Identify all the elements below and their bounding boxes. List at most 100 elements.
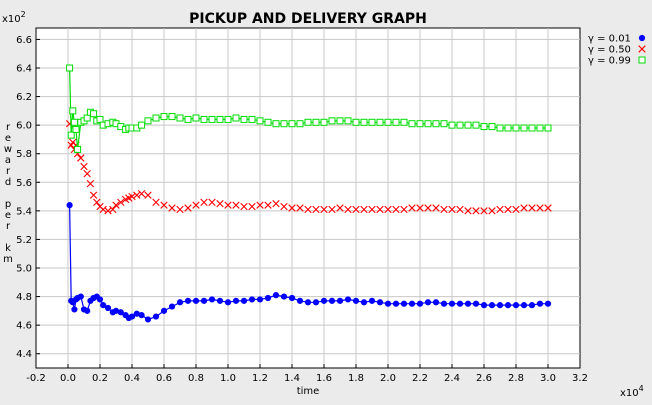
data-point xyxy=(344,117,352,125)
data-point xyxy=(133,191,141,199)
data-point xyxy=(440,205,448,214)
data-point xyxy=(208,115,216,123)
data-point xyxy=(280,120,288,128)
data-point xyxy=(472,121,480,129)
data-point xyxy=(536,204,544,212)
data-point xyxy=(152,313,160,320)
data-point xyxy=(83,170,91,178)
data-point xyxy=(328,297,336,304)
data-point xyxy=(512,124,520,132)
data-point xyxy=(368,205,376,214)
data-point xyxy=(544,124,552,132)
data-point xyxy=(128,313,136,320)
data-point xyxy=(176,205,184,214)
data-point xyxy=(464,121,472,129)
data-point xyxy=(272,292,280,299)
x-axis: -0.2 0.0 0.2 0.4 0.6 0.8 1.0 1.2 1.4 1.6 1.8 2.0 2.2… xyxy=(26,364,588,384)
data-point xyxy=(320,118,328,126)
data-point xyxy=(336,117,344,125)
data-point xyxy=(416,204,424,212)
data-point xyxy=(528,204,536,212)
data-point xyxy=(184,297,192,304)
data-point xyxy=(200,297,208,304)
data-point xyxy=(96,115,104,123)
data-point xyxy=(232,114,240,122)
y-axis: 4.4 4.6 4.8 5.0 5.2 5.4 5.6 5.8 6.0 6.2 6.4 6.6 xyxy=(16,35,40,360)
x-tick-label: 1.4 xyxy=(284,373,300,384)
data-point xyxy=(368,118,376,126)
data-point xyxy=(304,205,312,214)
data-point xyxy=(416,120,424,128)
data-point xyxy=(288,294,296,302)
data-point xyxy=(472,300,480,307)
data-point xyxy=(216,115,224,123)
data-point xyxy=(144,191,152,199)
data-point xyxy=(128,192,136,201)
data-point xyxy=(392,118,400,126)
data-point xyxy=(456,205,464,214)
data-point xyxy=(448,121,456,129)
data-point xyxy=(352,297,360,304)
series-1 xyxy=(66,202,552,323)
x-tick-label: 2.4 xyxy=(444,373,460,384)
data-point xyxy=(144,117,152,125)
x-tick-label: 0.2 xyxy=(92,373,108,384)
data-point xyxy=(360,299,368,306)
data-point xyxy=(520,204,528,212)
legend-label: γ = 0.50 xyxy=(588,45,631,56)
data-point xyxy=(138,312,145,319)
legend-marker xyxy=(638,56,646,64)
data-point xyxy=(360,205,368,214)
data-point xyxy=(320,297,328,304)
data-point xyxy=(152,114,160,122)
data-point xyxy=(328,205,336,214)
plot-area xyxy=(35,27,581,369)
data-point xyxy=(296,297,304,304)
data-point xyxy=(216,297,224,304)
data-point xyxy=(104,207,112,215)
data-point xyxy=(232,201,240,209)
data-point xyxy=(496,124,504,132)
data-point xyxy=(240,202,248,211)
data-point xyxy=(440,300,448,307)
x-tick-label: 2.2 xyxy=(412,373,428,384)
data-point xyxy=(84,307,91,314)
data-point xyxy=(376,299,384,306)
data-point xyxy=(272,200,280,208)
data-point xyxy=(432,120,440,128)
y-tick-label: 6.4 xyxy=(16,64,32,75)
y-tick-label: 4.8 xyxy=(16,292,32,303)
data-point xyxy=(384,300,392,307)
data-point xyxy=(480,207,488,215)
data-point xyxy=(192,114,200,122)
data-point xyxy=(528,302,536,309)
x-tick-label: 3.2 xyxy=(572,373,588,384)
data-point xyxy=(184,115,192,123)
data-point xyxy=(520,124,528,132)
data-point xyxy=(312,118,320,126)
data-point xyxy=(456,121,464,129)
data-point xyxy=(336,297,344,304)
data-point xyxy=(96,296,104,303)
data-point xyxy=(89,191,98,199)
data-point xyxy=(520,302,528,309)
data-point xyxy=(400,205,408,214)
data-point xyxy=(448,300,456,307)
y-tick-label: 4.6 xyxy=(16,321,32,332)
data-point xyxy=(424,204,432,212)
data-point xyxy=(72,125,80,133)
data-point xyxy=(70,118,78,126)
data-point xyxy=(77,293,84,300)
data-point xyxy=(536,300,544,307)
data-point xyxy=(240,297,248,304)
data-point xyxy=(240,115,248,123)
data-point xyxy=(392,300,400,307)
data-point xyxy=(137,190,146,198)
data-point xyxy=(144,316,152,323)
data-point xyxy=(117,198,125,206)
data-point xyxy=(168,303,176,310)
data-point xyxy=(368,297,376,304)
data-point xyxy=(67,131,75,139)
